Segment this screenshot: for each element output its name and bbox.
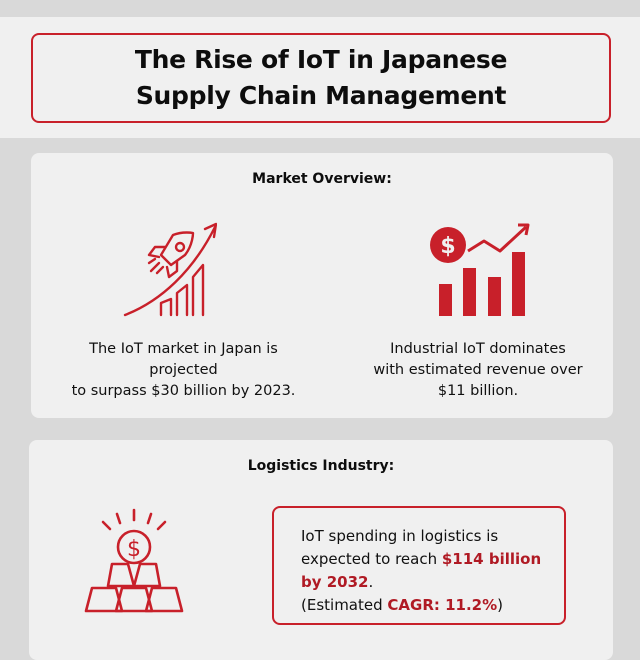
callout-line-4: (Estimated CAGR: 11.2%) <box>301 594 564 617</box>
desc-line: with estimated revenue over <box>373 362 583 378</box>
svg-text:$: $ <box>127 537 141 562</box>
cagr-value: CAGR: 11.2% <box>387 596 498 614</box>
desc-line: $11 billion. <box>437 383 519 399</box>
title-line-1: The Rise of IoT in Japanese <box>134 45 508 74</box>
desc-line: The IoT market in Japan is <box>89 341 278 357</box>
logistics-industry-heading: Logistics Industry: <box>247 458 395 474</box>
industrial-iot-description: Industrial IoT dominates with estimated … <box>343 339 613 402</box>
page-title: The Rise of IoT in Japanese Supply Chain… <box>31 33 611 123</box>
target-year: by 2032 <box>301 573 369 591</box>
callout-text: expected to reach <box>301 550 442 568</box>
callout-line-2: expected to reach $114 billion <box>301 548 564 571</box>
market-size-description: The IoT market in Japan is projected to … <box>41 339 326 402</box>
svg-text:$: $ <box>440 234 455 259</box>
logistics-spending-callout: IoT spending in logistics is expected to… <box>272 506 566 625</box>
header-band <box>0 17 640 138</box>
desc-line: projected <box>149 362 218 378</box>
desc-line: to surpass $30 billion by 2023. <box>71 383 296 399</box>
callout-line-1: IoT spending in logistics is <box>301 527 499 545</box>
rocket-growth-chart-icon <box>123 222 217 317</box>
desc-line: Industrial IoT dominates <box>390 341 566 357</box>
gold-bars-dollar-coin-icon: $ <box>84 508 184 613</box>
dollar-bar-chart-trend-icon: $ <box>430 223 530 316</box>
market-overview-heading: Market Overview: <box>252 171 392 187</box>
logistics-industry-card: Logistics Industry: $ IoT spending in lo… <box>29 440 613 660</box>
callout-text: . <box>368 573 374 591</box>
callout-text: (Estimated <box>301 596 388 614</box>
market-overview-card: Market Overview: $ The IoT market in Jap… <box>31 153 613 418</box>
callout-line-3: by 2032. <box>301 571 564 594</box>
spending-amount: $114 billion <box>441 550 542 568</box>
title-line-2: Supply Chain Management <box>135 81 507 110</box>
callout-text: ) <box>497 596 504 614</box>
